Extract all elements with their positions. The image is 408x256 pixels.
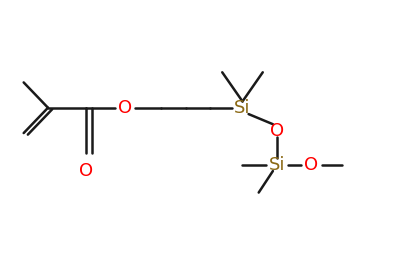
Text: O: O <box>304 156 319 174</box>
Text: O: O <box>118 99 132 117</box>
Text: O: O <box>80 162 93 180</box>
Text: Si: Si <box>269 156 285 174</box>
Text: O: O <box>270 122 284 140</box>
Text: Si: Si <box>234 99 251 117</box>
